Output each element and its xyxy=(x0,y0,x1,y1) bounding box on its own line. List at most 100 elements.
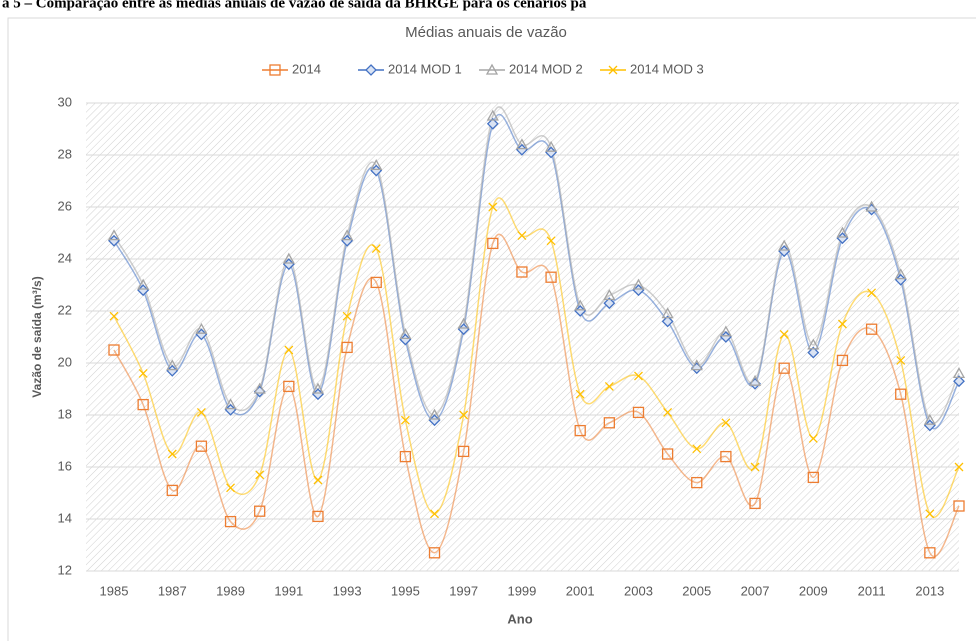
marker xyxy=(224,398,237,410)
x-tick-label: 2013 xyxy=(915,583,944,598)
x-tick-label: 1997 xyxy=(449,583,478,598)
legend-label: 2014 MOD 2 xyxy=(509,61,583,76)
marker xyxy=(195,440,208,452)
x-tick-label: 2005 xyxy=(682,583,711,598)
marker xyxy=(370,276,382,289)
marker xyxy=(574,424,586,437)
marker xyxy=(486,117,499,130)
marker xyxy=(632,406,645,419)
marker xyxy=(196,407,206,417)
marker xyxy=(749,497,761,510)
marker xyxy=(340,229,354,241)
caption: a 5 – Comparação entre as médias anuais … xyxy=(2,0,587,11)
marker xyxy=(779,329,789,339)
marker xyxy=(896,355,906,365)
marker xyxy=(894,268,907,280)
x-tick-label: 1995 xyxy=(391,583,420,598)
marker xyxy=(807,471,819,484)
marker xyxy=(167,449,177,459)
marker xyxy=(836,354,849,367)
marker xyxy=(954,462,964,472)
marker xyxy=(400,415,410,425)
marker xyxy=(720,450,732,463)
y-tick-label: 12 xyxy=(58,562,72,577)
y-tick-label: 26 xyxy=(58,198,72,213)
marker xyxy=(953,375,965,388)
marker xyxy=(282,252,295,264)
plot-area xyxy=(86,103,959,571)
marker xyxy=(924,547,936,559)
marker xyxy=(603,417,615,429)
y-tick-label: 30 xyxy=(58,94,72,109)
y-tick-label: 18 xyxy=(58,406,72,421)
marker xyxy=(634,371,643,381)
marker xyxy=(166,359,179,371)
x-tick-label: 1999 xyxy=(507,583,536,598)
x-axis-title: Ano xyxy=(507,611,532,626)
y-axis-title: Vazão de saída (m³/s) xyxy=(30,276,44,397)
marker xyxy=(255,470,265,480)
marker xyxy=(516,266,528,278)
marker xyxy=(166,484,178,497)
marker xyxy=(663,407,673,417)
marker xyxy=(371,244,381,254)
marker xyxy=(428,547,441,559)
marker xyxy=(661,448,674,460)
x-tick-label: 2003 xyxy=(624,583,653,598)
marker xyxy=(486,109,499,121)
y-tick-label: 24 xyxy=(58,250,72,265)
marker xyxy=(430,509,439,519)
marker xyxy=(719,325,733,337)
marker xyxy=(107,229,121,241)
marker xyxy=(224,515,237,528)
marker xyxy=(546,236,556,246)
legend-marker xyxy=(485,63,499,75)
marker xyxy=(575,389,585,399)
y-tick-label: 16 xyxy=(58,458,72,473)
chart-title: Médias anuais de vazão xyxy=(405,24,567,41)
marker xyxy=(515,138,529,150)
marker xyxy=(459,410,469,420)
legend-marker xyxy=(269,64,281,76)
marker xyxy=(313,475,323,485)
marker xyxy=(836,226,849,238)
marker xyxy=(226,483,236,493)
marker xyxy=(923,413,936,425)
legend-marker xyxy=(365,64,377,76)
marker xyxy=(750,462,760,472)
marker xyxy=(808,433,818,443)
x-tick-label: 1989 xyxy=(216,583,245,598)
marker xyxy=(342,311,352,321)
marker xyxy=(632,278,645,290)
marker xyxy=(865,323,878,335)
marker xyxy=(544,140,558,152)
marker xyxy=(458,445,470,458)
marker xyxy=(837,319,847,329)
marker xyxy=(195,322,208,334)
marker xyxy=(487,237,499,250)
marker xyxy=(370,159,383,171)
marker xyxy=(778,239,791,251)
marker xyxy=(925,509,935,519)
marker xyxy=(603,297,616,310)
marker xyxy=(488,202,498,212)
marker xyxy=(283,380,295,393)
marker xyxy=(137,278,150,290)
legend-label: 2014 MOD 1 xyxy=(388,61,462,76)
marker xyxy=(604,381,614,391)
marker xyxy=(545,271,557,283)
marker xyxy=(517,231,527,241)
marker xyxy=(399,328,412,340)
marker xyxy=(807,346,820,359)
marker xyxy=(953,500,965,512)
x-tick-label: 2009 xyxy=(799,583,828,598)
marker xyxy=(284,345,294,355)
marker xyxy=(748,374,762,386)
marker xyxy=(721,418,731,428)
y-tick-label: 22 xyxy=(58,302,72,317)
marker xyxy=(691,476,703,489)
y-tick-label: 28 xyxy=(58,146,72,161)
marker xyxy=(867,288,877,298)
